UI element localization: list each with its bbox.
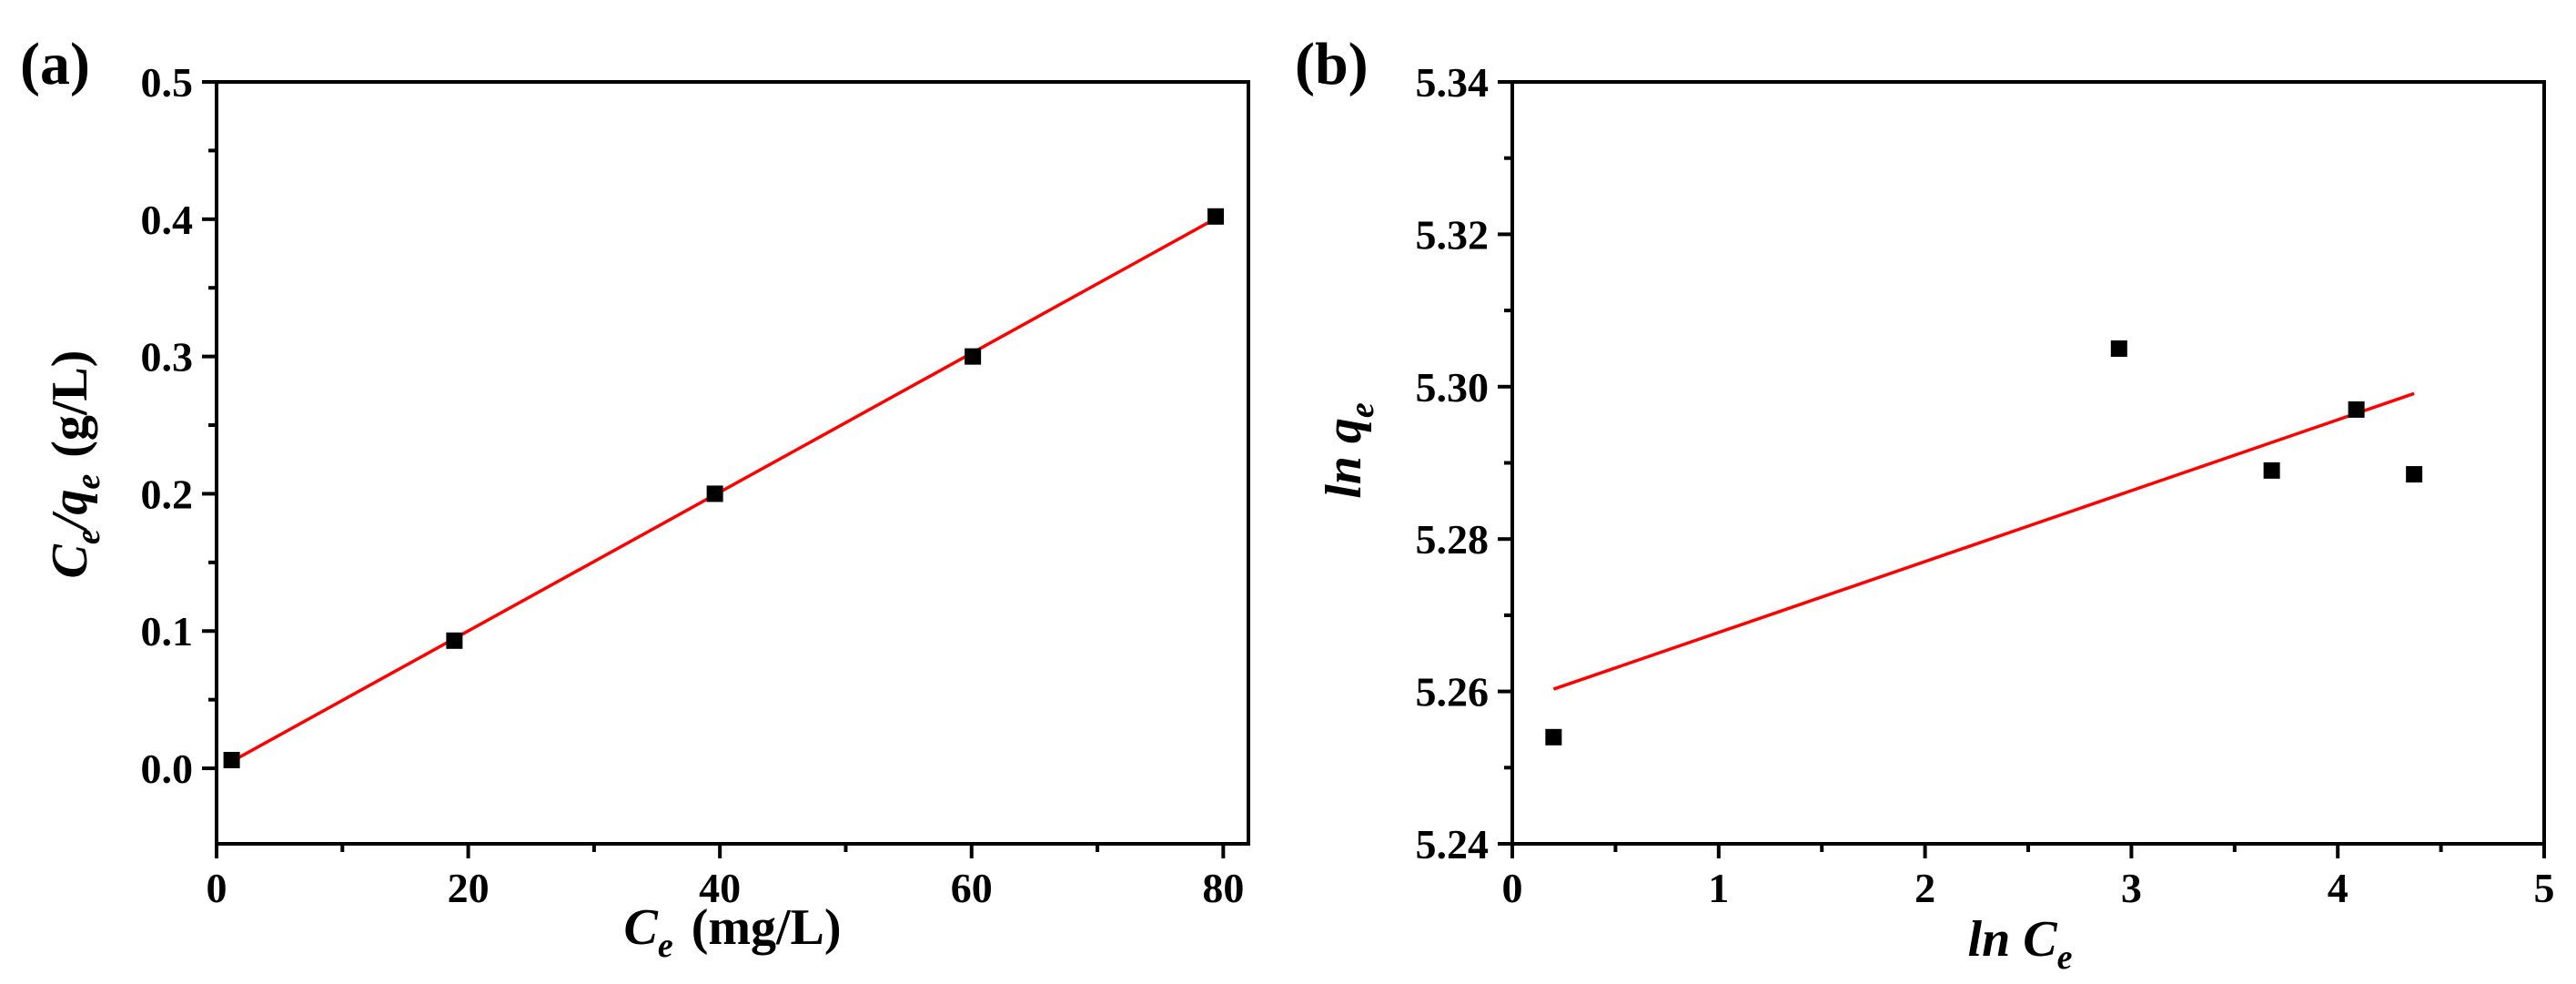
panel-a-isotherm-plot: (a) 0 20 40 60 80 0.0 0.1 0.2 0.3 0.4 0.5 Ce (mg/L… (20, 31, 1250, 965)
panel-a-y-ticks: 0.0 0.1 0.2 0.3 0.4 0.5 (141, 59, 217, 792)
data-point-marker (706, 485, 723, 502)
data-point-marker (2406, 466, 2423, 483)
x-tick-label: 60 (951, 865, 993, 911)
panel-a-ylabel-mid: /q (42, 490, 98, 533)
panel-b-ylabel-main: ln q (1316, 418, 1372, 499)
panel-b-x-ticks: 0 1 2 3 4 5 (1502, 844, 2555, 911)
data-point-marker (2110, 340, 2127, 357)
y-tick-label: 0.4 (141, 197, 194, 243)
panel-b-ylabel-sub: e (1343, 402, 1381, 418)
y-tick-label: 0.0 (141, 746, 194, 792)
x-tick-label: 5 (2534, 865, 2555, 911)
data-point-marker (1207, 208, 1225, 225)
panel-b-fit-layer (1552, 391, 2415, 691)
panel-a-xlabel-sub: e (658, 927, 673, 965)
panel-a-label: (a) (20, 31, 90, 97)
y-tick-label: 5.28 (1416, 516, 1490, 563)
panel-a-x-axis-title: Ce (mg/L) (623, 899, 841, 965)
panel-a-x-ticks: 0 20 40 60 80 (207, 844, 1244, 911)
x-tick-label: 1 (1708, 865, 1729, 911)
data-point-marker (223, 752, 240, 769)
x-tick-label: 80 (1202, 865, 1244, 911)
panel-b-y-axis-title: ln qe (1316, 402, 1381, 499)
y-tick-label: 0.3 (141, 334, 194, 380)
panel-b-isotherm-plot: (b) 0 1 2 3 4 5 5.24 5.26 5.28 5.30 5.32 5.34 ln C… (1295, 31, 2555, 977)
y-tick-label: 5.30 (1416, 364, 1490, 411)
panel-a-points-layer (223, 208, 1225, 769)
y-tick-label: 5.34 (1416, 59, 1490, 106)
panel-b-y-ticks: 5.24 5.26 5.28 5.30 5.32 5.34 (1416, 59, 1512, 867)
panel-a-ylabel-unit: (g/L) (42, 350, 98, 458)
x-tick-label: 2 (1914, 865, 1935, 911)
panel-b-label: (b) (1295, 31, 1369, 97)
panel-a-ylabel-main: C (42, 543, 98, 578)
panel-a-xlabel-main: C (623, 899, 658, 956)
y-tick-label: 5.26 (1416, 669, 1490, 715)
x-tick-label: 0 (1502, 865, 1523, 911)
data-point-marker (2348, 401, 2365, 418)
x-tick-label: 40 (699, 865, 741, 911)
y-tick-label: 0.1 (141, 608, 194, 654)
y-tick-label: 5.24 (1416, 821, 1490, 867)
panel-b-points-layer (1545, 340, 2423, 746)
data-point-marker (1545, 728, 1562, 746)
x-tick-label: 20 (448, 865, 490, 911)
data-point-marker (446, 632, 463, 649)
panel-b-xlabel-main: ln C (1968, 911, 2058, 968)
panel-a-y-axis-title: Ce/qe (g/L) (42, 350, 107, 579)
panel-a-ylabel-sub1: e (69, 529, 107, 544)
data-point-marker (965, 348, 982, 365)
panel-b-x-axis-title: ln Ce (1968, 911, 2073, 977)
panel-a-ylabel-sub2: e (69, 474, 107, 490)
linear-fit-line (1552, 391, 2415, 691)
panel-a-plot-frame (215, 80, 1250, 846)
y-tick-label: 0.2 (141, 471, 194, 517)
y-tick-label: 0.5 (141, 59, 194, 106)
panel-b-xlabel-sub: e (2057, 938, 2073, 977)
x-tick-label: 4 (2328, 865, 2349, 911)
x-tick-label: 0 (207, 865, 227, 911)
y-tick-label: 5.32 (1416, 211, 1490, 258)
data-point-marker (2263, 462, 2280, 479)
panel-a-xlabel-unit: (mg/L) (692, 899, 842, 956)
panel-b-plot-frame (1510, 80, 2546, 846)
x-tick-label: 3 (2121, 865, 2142, 911)
